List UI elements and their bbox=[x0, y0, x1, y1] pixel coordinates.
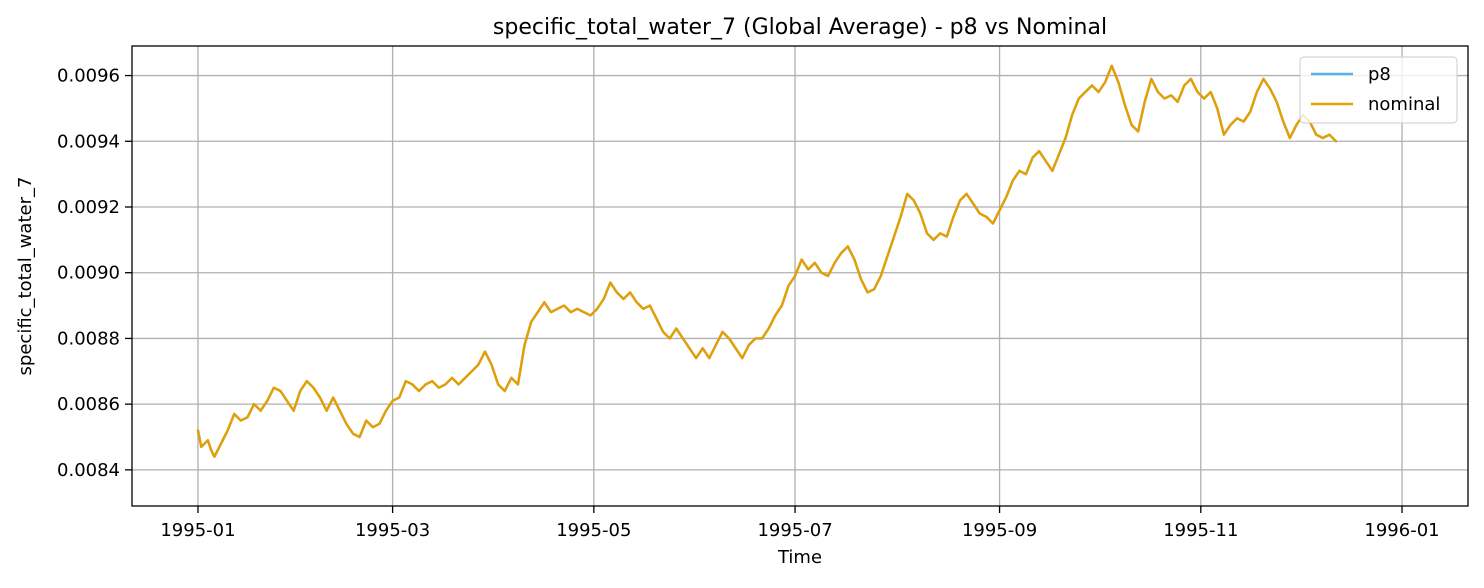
x-axis: 1995-01 1995-03 1995-05 1995-07 1995-09 1995-… bbox=[160, 506, 1440, 541]
series-line-p8 bbox=[196, 64, 1338, 458]
x-tick-label: 1995-09 bbox=[962, 520, 1037, 541]
y-tick-label: 0.0094 bbox=[57, 131, 120, 152]
x-tick-label: 1995-05 bbox=[556, 520, 631, 541]
y-tick-label: 0.0084 bbox=[57, 460, 120, 481]
legend-label-p8: p8 bbox=[1368, 64, 1391, 85]
y-tick-label: 0.0090 bbox=[57, 263, 120, 284]
legend: p8 nominal bbox=[1299, 56, 1458, 124]
y-axis-label: specific_total_water_7 bbox=[15, 177, 36, 376]
x-tick-label: 1995-01 bbox=[160, 520, 235, 541]
x-tick-label: 1996-01 bbox=[1364, 520, 1439, 541]
legend-label-nominal: nominal bbox=[1368, 94, 1440, 115]
plot-frame bbox=[131, 45, 1469, 507]
x-tick-label: 1995-03 bbox=[355, 520, 430, 541]
chart-title: specific_total_water_7 (Global Average) … bbox=[493, 15, 1107, 40]
x-axis-label: Time bbox=[777, 547, 822, 568]
y-tick-label: 0.0088 bbox=[57, 328, 120, 349]
y-axis: 0.0084 0.0086 0.0088 0.0090 0.0092 0.0094 0.00… bbox=[57, 66, 132, 481]
series-line-nominal bbox=[196, 64, 1338, 458]
grid bbox=[132, 46, 1468, 506]
series-layer bbox=[196, 64, 1338, 458]
x-tick-label: 1995-11 bbox=[1163, 520, 1238, 541]
y-tick-label: 0.0086 bbox=[57, 394, 120, 415]
y-tick-label: 0.0096 bbox=[57, 66, 120, 87]
y-tick-label: 0.0092 bbox=[57, 197, 120, 218]
x-tick-label: 1995-07 bbox=[757, 520, 832, 541]
